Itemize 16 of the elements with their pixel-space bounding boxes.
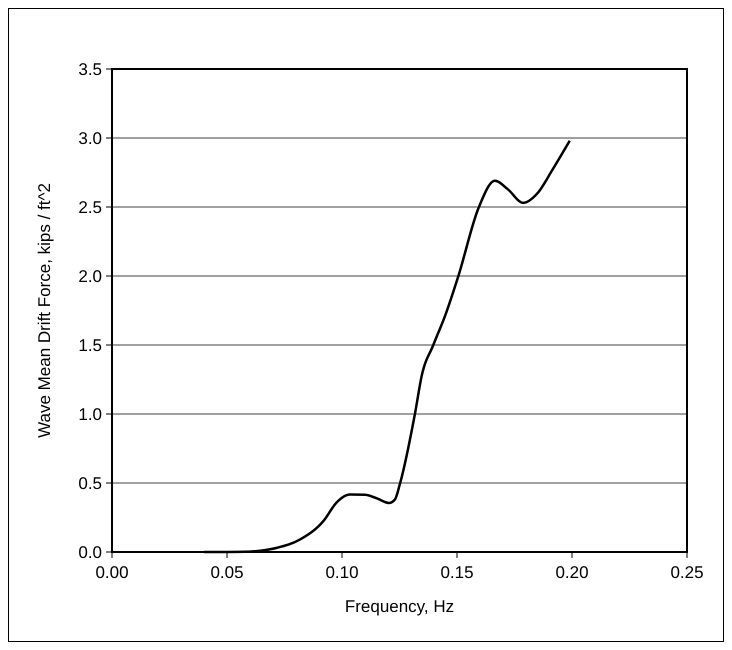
x-tick-label: 0.05	[210, 563, 244, 582]
y-tick-label: 0.0	[78, 543, 102, 562]
y-tick-label: 2.5	[78, 198, 102, 217]
y-axis-title: Wave Mean Drift Force, kips / ft^2	[35, 183, 54, 438]
y-tick-label: 0.5	[78, 474, 102, 493]
x-tick-label: 0.20	[555, 563, 589, 582]
x-tick-label: 0.25	[670, 563, 704, 582]
x-tick-label: 0.00	[95, 563, 129, 582]
y-tick-label: 1.5	[78, 336, 102, 355]
x-axis-title: Frequency, Hz	[344, 597, 454, 616]
y-tick-label: 3.0	[78, 129, 102, 148]
y-tick-label: 2.0	[78, 267, 102, 286]
x-tick-label: 0.10	[325, 563, 359, 582]
y-tick-label: 1.0	[78, 405, 102, 424]
x-tick-label: 0.15	[440, 563, 474, 582]
y-tick-label: 3.5	[78, 60, 102, 79]
